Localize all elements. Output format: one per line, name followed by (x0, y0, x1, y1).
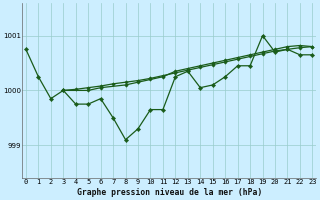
X-axis label: Graphe pression niveau de la mer (hPa): Graphe pression niveau de la mer (hPa) (76, 188, 262, 197)
